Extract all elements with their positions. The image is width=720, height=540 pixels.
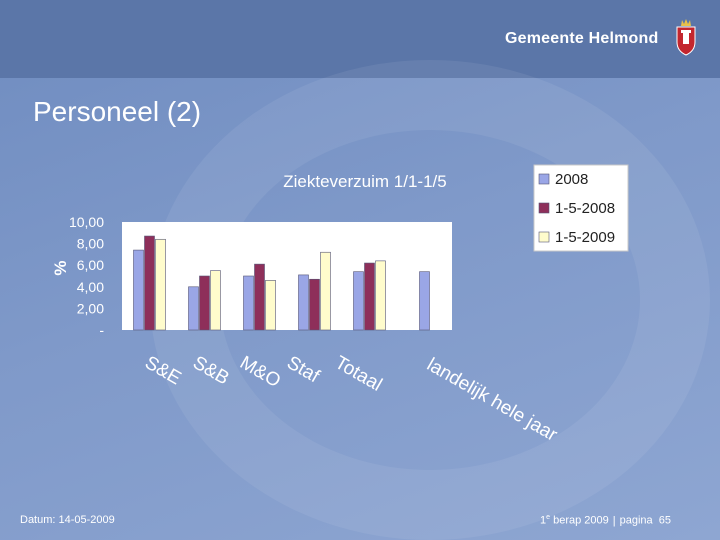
footer-berap-number: 1 — [540, 514, 547, 527]
y-tick-label: 4,00 — [77, 279, 104, 295]
bar-2008 — [188, 286, 199, 331]
footer-report: 1e berap 2009 | pagina 65 — [540, 514, 671, 527]
header-band — [0, 0, 720, 78]
chart-title: Ziekteverzuim 1/1-1/5 — [283, 172, 446, 191]
legend-swatch — [538, 231, 550, 243]
bar-1-5-2008 — [199, 275, 210, 331]
bar-1-5-2009 — [210, 270, 221, 331]
bar-2008 — [298, 274, 309, 331]
footer-berap-sup: e — [546, 514, 551, 521]
bar-1-5-2008 — [254, 263, 265, 331]
x-tick-label: Totaal — [331, 352, 385, 396]
footer-page-number: 65 — [658, 514, 672, 527]
legend-swatch — [538, 173, 550, 185]
legend-swatch — [538, 202, 550, 214]
crest-icon — [676, 19, 696, 56]
y-tick-label: 2,00 — [77, 300, 104, 316]
legend-label: 1-5-2008 — [555, 200, 615, 217]
bar-1-5-2009 — [265, 280, 276, 331]
y-tick-label: 6,00 — [77, 257, 104, 273]
x-tick-label: S&E — [141, 352, 184, 389]
bar-1-5-2009 — [320, 251, 331, 331]
bar-1-5-2008 — [144, 235, 155, 331]
footer-date: Datum: 14-05-2009 — [20, 514, 115, 526]
bar-1-5-2008 — [364, 262, 375, 331]
bar-1-5-2009 — [375, 260, 386, 331]
x-tick-label: Staf — [283, 352, 323, 387]
x-tick-label: landelijk hele jaar — [423, 354, 561, 446]
legend-label: 1-5-2009 — [555, 229, 615, 246]
bar-2008 — [133, 249, 144, 331]
bar-2008 — [243, 275, 254, 331]
bar-1-5-2008 — [309, 278, 320, 331]
x-tick-label: S&B — [189, 352, 232, 389]
legend — [533, 164, 629, 252]
footer-separator: | — [612, 514, 616, 527]
slide-title: Personeel (2) — [33, 96, 202, 127]
legend-label: 2008 — [555, 171, 588, 188]
chart: Ziekteverzuim 1/1-1/5 - 2,00 4,00 6,00 8,00 10… — [51, 164, 629, 446]
footer-berap-label: berap 2009 — [550, 514, 609, 527]
y-tick-label: 10,00 — [69, 214, 104, 230]
y-tick-label: - — [99, 322, 104, 338]
x-tick-label: M&O — [236, 352, 284, 392]
y-axis-label: % — [51, 260, 70, 275]
bar-2008 — [419, 271, 430, 331]
org-name: Gemeente Helmond — [505, 30, 659, 47]
y-tick-label: 8,00 — [77, 236, 104, 252]
plot-area — [122, 222, 452, 330]
bar-1-5-2009 — [155, 238, 166, 331]
bar-2008 — [353, 271, 364, 331]
footer-page-label: pagina — [619, 514, 653, 527]
